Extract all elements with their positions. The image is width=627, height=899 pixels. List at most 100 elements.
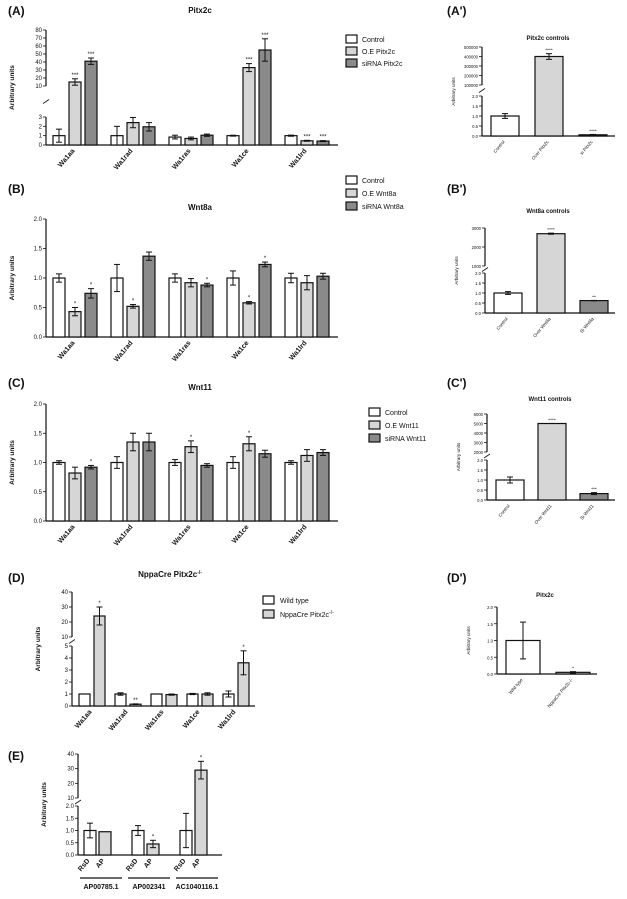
- bar: [537, 422, 567, 501]
- y-tick-label: 20: [67, 781, 74, 787]
- x-tick-label: Control: [497, 503, 510, 518]
- group-label: AP002341: [132, 884, 165, 891]
- bar: [242, 302, 256, 338]
- bar: [126, 441, 140, 522]
- bar: [226, 277, 240, 338]
- panel-label-c2: (C'): [447, 376, 467, 390]
- y-axis-label: Arbitrary units: [456, 442, 461, 471]
- y-tick-label: 0: [65, 704, 69, 710]
- y-tick-label: 2000: [472, 245, 482, 250]
- y-tick-label: 1: [39, 134, 43, 140]
- bar: [534, 55, 564, 137]
- bar: [68, 81, 82, 146]
- panel-label-e: (E): [8, 749, 24, 763]
- legend-label: siRNA Pitx2c: [362, 61, 403, 68]
- bar: [150, 693, 163, 707]
- y-tick-label: 2.0: [34, 402, 43, 408]
- chart-title-a2: Pitx2c controls: [526, 36, 570, 42]
- y-axis-label: Arbitrary units: [451, 77, 456, 106]
- significance-label: *: [152, 834, 155, 840]
- bar: [98, 831, 112, 856]
- significance-label: *: [200, 755, 203, 761]
- significance-label: ****: [547, 227, 555, 233]
- significance-label: *: [132, 299, 135, 305]
- y-tick-label: 1.0: [34, 461, 43, 467]
- bar: [226, 461, 240, 522]
- legend-label: NppaCre Pitx2c-/-: [280, 610, 334, 619]
- legend-swatch: [368, 407, 381, 417]
- plot-area-lncrna: 0.0 0.5 1.0 1.5 2.0 10 20 30 40 Arbitrary units Rs…: [41, 752, 222, 891]
- y-tick-label: 1.5: [34, 431, 43, 437]
- significance-label: *: [74, 302, 77, 308]
- y-tick-label: 0.5: [66, 841, 75, 847]
- legend-label: Control: [362, 178, 385, 185]
- y-tick-label: 2: [65, 680, 69, 686]
- x-tick-label: Wa1lrd: [288, 340, 308, 362]
- significance-label: ***: [261, 33, 269, 39]
- y-tick-label: 3: [39, 115, 43, 121]
- bar: [52, 277, 66, 338]
- panel-label-c: (C): [8, 376, 25, 390]
- legend-swatch: [262, 609, 275, 619]
- y-tick-label: 0.0: [477, 498, 483, 503]
- y-tick-label: 200000: [464, 74, 479, 79]
- axis-break-mark: [478, 88, 486, 93]
- y-tick-label: 0.0: [472, 134, 478, 139]
- plot-area-wnt8a-controls: 0.0 0.5 1.0 1.5 2.0 1000 2000 3000 Arbitrary uni…: [454, 226, 615, 338]
- bar: [126, 305, 140, 338]
- y-tick-label: 2000: [474, 450, 484, 455]
- significance-label: ***: [303, 134, 311, 140]
- significance-label: *: [98, 601, 101, 607]
- significance-label: *: [248, 296, 251, 302]
- x-tick-label: Wa1rad: [113, 148, 134, 172]
- legend-swatch: [345, 201, 358, 211]
- x-tick-label: Si Wnt11: [579, 503, 595, 521]
- y-tick-label: 1.0: [487, 639, 493, 644]
- x-tick-label: Control: [492, 139, 505, 154]
- bar: [68, 472, 82, 522]
- legend-label: O.E Wnt11: [385, 423, 419, 430]
- y-tick-label: 0.5: [472, 124, 478, 129]
- chart-title-d2: Pitx2c: [536, 593, 554, 599]
- y-axis-label: Arbitrary units: [35, 626, 42, 671]
- y-tick-label: 0: [39, 143, 43, 149]
- y-tick-label: 1.5: [34, 247, 43, 253]
- bar: [186, 693, 199, 707]
- legend-label: Wild type: [280, 598, 309, 605]
- y-tick-label: 50: [35, 52, 42, 58]
- y-tick-label: 0.0: [487, 672, 493, 677]
- panel-label-a2: (A'): [447, 4, 467, 18]
- legend-label-sup: -/-: [329, 610, 334, 616]
- bar: [284, 461, 298, 522]
- axis-break-mark: [483, 453, 491, 459]
- y-tick-label: 0.0: [475, 311, 481, 316]
- y-tick-label: 2.0: [472, 94, 478, 99]
- y-tick-label: 4000: [474, 431, 484, 436]
- y-tick-label: 1.0: [472, 114, 478, 119]
- x-tick-label: Wa1lrd: [288, 148, 308, 170]
- y-tick-label: 3000: [472, 226, 482, 231]
- significance-label: ****: [548, 418, 556, 424]
- bar: [242, 443, 256, 522]
- chart-title-b2: Wnt8a controls: [526, 209, 570, 215]
- x-tick-label: Wa1lrd: [288, 524, 308, 546]
- y-tick-label: 3: [65, 668, 69, 674]
- bar: [300, 282, 314, 338]
- legend-swatch: [345, 58, 358, 68]
- y-tick-label: 1.0: [475, 291, 481, 296]
- significance-label: ***: [87, 52, 95, 58]
- bar: [242, 66, 256, 146]
- y-tick-label: 0.5: [34, 306, 43, 312]
- y-tick-label: 3000: [474, 441, 484, 446]
- y-tick-label: 4: [65, 656, 69, 662]
- y-tick-label: 1.5: [66, 816, 75, 822]
- x-tick-label: Control: [495, 316, 508, 331]
- x-tick-label: AP: [191, 858, 203, 870]
- significance-label: ****: [589, 128, 597, 134]
- bar: [258, 263, 272, 338]
- panel-label-b2: (B'): [447, 182, 467, 196]
- x-tick-label: Wa1lrd: [217, 709, 237, 731]
- x-tick-label: Wa1ce: [231, 340, 251, 361]
- legend-label: siRNA Wnt11: [385, 436, 426, 443]
